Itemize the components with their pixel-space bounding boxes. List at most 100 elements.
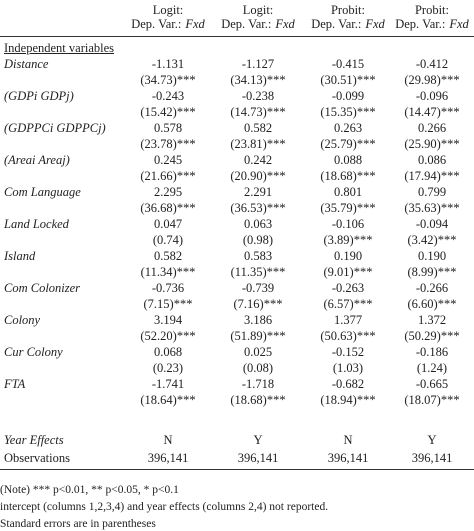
coefficient: 0.799 [417,185,447,199]
dep-label: Dep. Var.: [311,17,362,31]
std-error: (6.57)*** [323,297,373,311]
coefficient: -0.238 [241,89,275,103]
std-error: (35.79)*** [320,201,376,215]
std-error: (51.89)*** [230,329,286,343]
coefficient: 0.190 [333,249,363,263]
std-error: (8.99)*** [407,265,457,279]
coefficient: -1.131 [151,57,185,71]
std-error: (0.74) [152,233,184,247]
variable-label: FTA [4,377,26,391]
std-error: (18.68)*** [320,169,376,183]
dep-var: Dep. Var.: Fxd [382,17,474,31]
dep-name: Fxd [185,17,205,31]
variable-label: Com Language [4,185,81,199]
variable-label: Com Colonizer [4,281,81,295]
std-error: (25.79)*** [320,137,376,151]
coefficient: -0.263 [331,281,365,295]
std-error: (34.73)*** [140,73,196,87]
std-error: (50.29)*** [404,329,460,343]
coefficient: 0.263 [333,121,363,135]
std-error: (0.23) [152,361,184,375]
variable-label: Land Locked [4,217,69,231]
std-error: (23.78)*** [140,137,196,151]
std-error: (0.08) [242,361,274,375]
coefficient: 0.047 [153,217,183,231]
std-error: (14.73)*** [230,105,286,119]
coefficient: -0.106 [331,217,365,231]
model-name: Probit: [330,3,366,17]
std-error: (30.51)*** [320,73,376,87]
std-error: (29.98)*** [404,73,460,87]
model-name: Logit: [242,3,274,17]
coefficient: -0.243 [151,89,185,103]
section-title: Independent variables [4,41,115,55]
std-error: (1.24) [416,361,448,375]
coefficient: 0.583 [243,249,273,263]
coefficient: 0.266 [417,121,447,135]
coefficient: -0.665 [415,377,449,391]
row-label: Year Effects [4,433,64,447]
std-error: (7.16)*** [233,297,283,311]
std-error: (36.53)*** [230,201,286,215]
std-error: (3.42)*** [407,233,457,247]
row-label: Observations [4,451,70,465]
coefficient: 0.063 [243,217,273,231]
coefficient: 0.578 [153,121,183,135]
coefficient: -0.415 [331,57,365,71]
coefficient: 0.086 [417,153,447,167]
coefficient: 0.190 [417,249,447,263]
std-error: (18.68)*** [230,393,286,407]
note: intercept (columns 1,2,3,4) and year eff… [0,501,329,513]
observations: 396,141 [237,451,279,465]
variable-label: Colony [4,313,41,327]
observations: 396,141 [147,451,189,465]
dep-var: Dep. Var.: Fxd [208,17,308,31]
dep-label: Dep. Var.: [221,17,272,31]
std-error: (15.42)*** [140,105,196,119]
coefficient: 2.291 [243,185,273,199]
coefficient: -0.266 [415,281,449,295]
observations: 396,141 [327,451,369,465]
std-error: (36.68)*** [140,201,196,215]
std-error: (50.63)*** [320,329,376,343]
coefficient: 2.295 [153,185,183,199]
variable-label: Cur Colony [4,345,63,359]
std-error: (3.89)*** [323,233,373,247]
model-name: Logit: [152,3,184,17]
coefficient: 0.025 [243,345,273,359]
year-effect: N [163,433,173,447]
note: (Note) *** p<0.01, ** p<0.05, * p<0.1 [0,484,179,496]
coefficient: 0.068 [153,345,183,359]
std-error: (21.66)*** [140,169,196,183]
year-effect: N [343,433,353,447]
coefficient: -0.152 [331,345,365,359]
dep-name: Fxd [449,17,469,31]
coefficient: 3.186 [243,313,273,327]
std-error: (23.81)*** [230,137,286,151]
coefficient: 0.582 [153,249,183,263]
coefficient: -0.412 [415,57,449,71]
coefficient: 0.801 [333,185,363,199]
variable-label: Island [4,249,36,263]
std-error: (18.64)*** [140,393,196,407]
coefficient: 1.377 [333,313,363,327]
coefficient: -0.094 [415,217,449,231]
dep-var: Dep. Var.: Fxd [298,17,398,31]
rule [0,36,474,37]
year-effect: Y [253,433,263,447]
std-error: (0.98) [242,233,274,247]
coefficient: -0.186 [415,345,449,359]
std-error: (18.07)*** [404,393,460,407]
std-error: (1.03) [332,361,364,375]
coefficient: 3.194 [153,313,183,327]
coefficient: -1.718 [241,377,275,391]
coefficient: -0.739 [241,281,275,295]
dep-label: Dep. Var.: [131,17,182,31]
std-error: (18.94)*** [320,393,376,407]
observations: 396,141 [411,451,453,465]
dep-label: Dep. Var.: [395,17,446,31]
coefficient: -1.741 [151,377,185,391]
std-error: (7.15)*** [143,297,193,311]
coefficient: -0.736 [151,281,185,295]
